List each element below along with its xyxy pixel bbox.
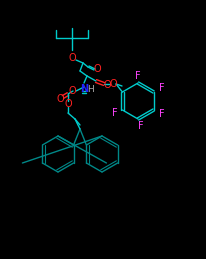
- Text: F: F: [138, 121, 143, 131]
- Text: O: O: [68, 53, 75, 63]
- Text: F: F: [158, 109, 164, 119]
- Text: O: O: [56, 94, 63, 104]
- Text: O: O: [64, 99, 71, 109]
- Text: H: H: [87, 84, 94, 93]
- Text: F: F: [135, 71, 140, 81]
- Text: O: O: [109, 79, 116, 89]
- Text: O: O: [103, 80, 110, 90]
- Text: F: F: [158, 83, 164, 93]
- Text: N: N: [80, 84, 88, 94]
- Text: O: O: [93, 64, 100, 74]
- Text: O: O: [68, 86, 75, 96]
- Text: F: F: [111, 108, 117, 118]
